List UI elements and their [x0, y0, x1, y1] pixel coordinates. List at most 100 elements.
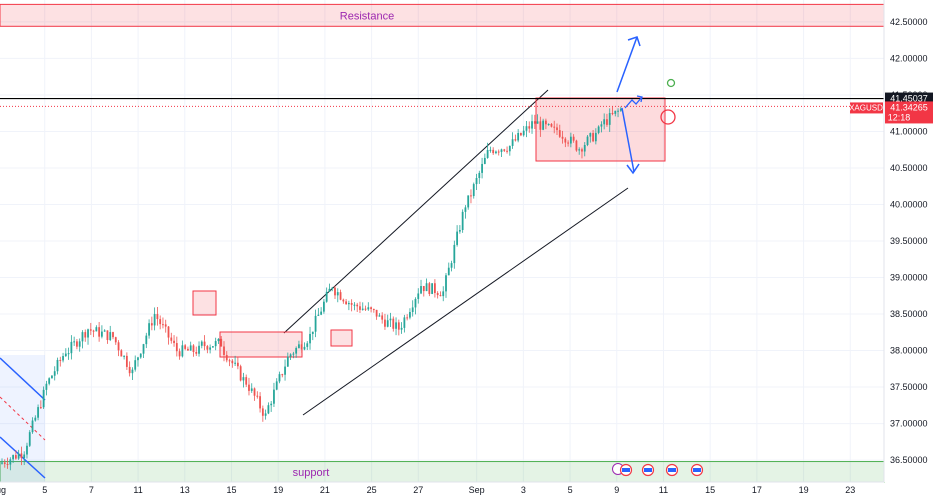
grid	[0, 0, 884, 482]
candle-body	[12, 455, 14, 460]
candle-body	[173, 340, 175, 344]
candle-body	[6, 463, 9, 465]
candle-body	[470, 195, 472, 197]
candle-body	[209, 347, 212, 350]
candle-body	[456, 231, 458, 245]
event-flag-icon[interactable]	[612, 463, 633, 477]
candle-body	[486, 150, 489, 158]
candle-body	[411, 307, 414, 313]
consolidation-box[interactable]	[219, 331, 303, 358]
x-tick-label: Sep	[469, 485, 485, 495]
candle-body	[414, 298, 417, 308]
candle-body	[253, 388, 256, 396]
event-flag-icon[interactable]	[690, 463, 704, 477]
candle-body	[325, 291, 328, 302]
bearish-arrow[interactable]	[621, 107, 635, 173]
symbol-tag: XAGUSD	[849, 102, 883, 114]
candle-body	[228, 360, 231, 362]
candle-body	[320, 311, 323, 315]
candle-body	[586, 136, 589, 146]
candle-body	[264, 413, 267, 416]
candle-body	[409, 312, 411, 318]
candle-body	[378, 315, 381, 317]
candle-body	[606, 119, 608, 125]
candle-body	[23, 454, 26, 459]
candle-body	[98, 327, 101, 337]
candle-body	[187, 348, 189, 351]
candle-body	[56, 359, 59, 372]
channel-lower-trendline[interactable]	[302, 187, 629, 416]
candle-body	[517, 132, 520, 141]
candle-body	[472, 184, 475, 197]
candle-body	[483, 157, 486, 164]
price-axis[interactable]: 42.5000042.0000041.5000041.0000040.50000…	[890, 17, 928, 465]
resistance-zone[interactable]	[0, 3, 885, 27]
candle-body	[162, 324, 164, 326]
bearish-arrowhead	[626, 163, 640, 175]
consolidation-box[interactable]	[330, 329, 353, 347]
candle-body	[189, 345, 192, 351]
candle-body	[336, 292, 339, 296]
candle-body	[242, 377, 245, 381]
candle-body	[26, 445, 28, 455]
candle-body	[572, 136, 575, 141]
red-marker-icon[interactable]	[660, 109, 676, 125]
consolidation-box[interactable]	[192, 290, 217, 316]
candle-body	[34, 417, 37, 421]
candle-body	[564, 138, 567, 143]
channel-upper-trendline[interactable]	[283, 89, 549, 334]
candle-body	[267, 405, 270, 414]
event-flag-icon[interactable]	[641, 463, 655, 477]
candle-body	[139, 353, 142, 358]
candle-body	[503, 149, 506, 151]
candle-body	[367, 307, 370, 310]
candle-body	[370, 307, 372, 310]
candle-body	[453, 244, 456, 264]
candle-body	[234, 362, 236, 364]
candle-body	[514, 139, 517, 141]
candle-body	[400, 327, 403, 330]
candle-body	[594, 132, 597, 142]
channel-lower-line[interactable]	[0, 436, 46, 479]
candle-body	[178, 351, 181, 357]
candle-body	[117, 342, 120, 351]
candle-body	[342, 299, 345, 302]
candle-body	[198, 345, 200, 354]
x-tick-label: 15	[705, 485, 715, 495]
candle-body	[406, 317, 409, 319]
time-axis[interactable]: Aug 5 7 11 13 15 19 21 25 27 Sep 3 5 9 11 15 17 19 23	[0, 485, 855, 495]
candle-body	[148, 323, 150, 336]
green-marker-icon[interactable]	[666, 78, 676, 88]
candle-body	[184, 345, 187, 349]
candle-body	[153, 314, 156, 326]
candle-body	[289, 354, 292, 357]
x-tick-label: 5	[568, 485, 573, 495]
x-tick-label: 7	[89, 485, 94, 495]
candle-body	[603, 119, 606, 125]
x-tick-label: Aug	[0, 485, 6, 495]
candle-body	[236, 362, 239, 367]
candle-body	[397, 322, 400, 330]
candle-body	[217, 338, 220, 342]
candle-body	[51, 375, 53, 379]
y-tick-label: 42.00000	[890, 53, 928, 63]
consolidation-box[interactable]	[535, 97, 666, 162]
price-tag: 41.34265 12:18	[885, 101, 933, 124]
candle-body	[442, 291, 445, 297]
candle-body	[181, 345, 184, 357]
event-flag-icon[interactable]	[665, 463, 679, 477]
bullish-arrow[interactable]	[616, 36, 638, 93]
x-tick-label: 21	[320, 485, 330, 495]
candle-body	[42, 389, 45, 408]
candle-body	[303, 346, 306, 350]
candle-body	[286, 356, 289, 367]
channel-upper-line[interactable]	[0, 357, 46, 401]
candle-body	[542, 120, 545, 130]
candle-body	[347, 303, 350, 305]
support-zone[interactable]	[0, 461, 885, 483]
candle-body	[200, 341, 203, 346]
price-tag-text: 41.34265	[890, 102, 928, 112]
candle-body	[62, 356, 64, 361]
candle-body	[225, 354, 228, 361]
